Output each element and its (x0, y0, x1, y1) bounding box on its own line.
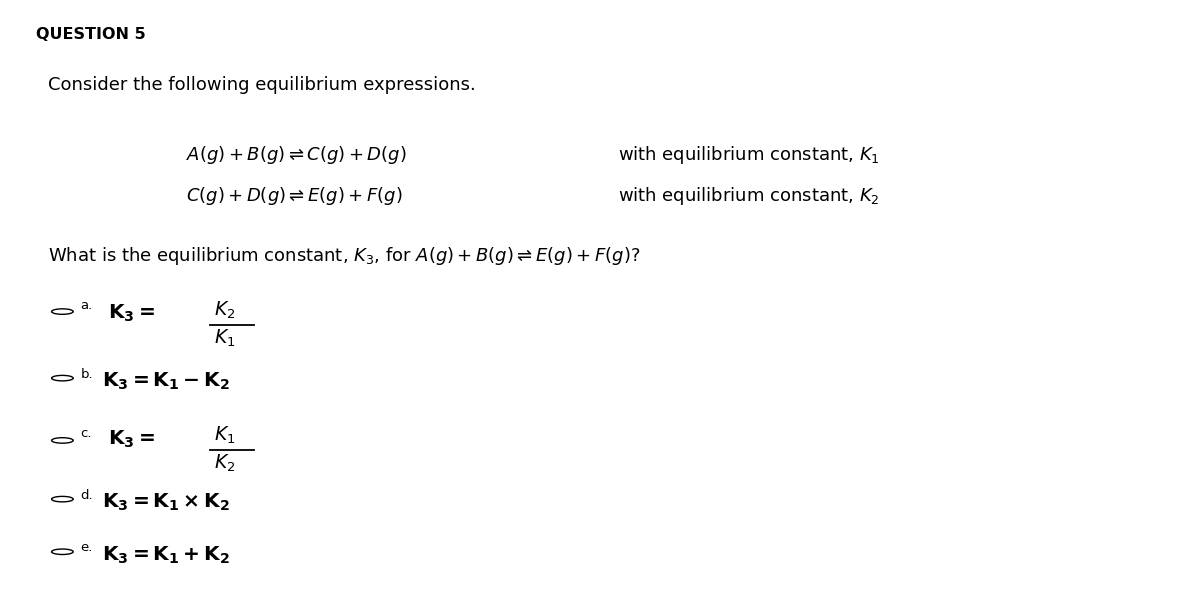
Text: b.: b. (80, 368, 94, 381)
Text: $K_2$: $K_2$ (214, 299, 235, 321)
Text: $C(g) + D(g) \rightleftharpoons E(g) + F(g)$: $C(g) + D(g) \rightleftharpoons E(g) + F… (186, 185, 403, 206)
Text: $\mathbf{K_3 = K_1 + K_2}$: $\mathbf{K_3 = K_1 + K_2}$ (102, 544, 230, 566)
Text: $\mathbf{K_3 = K_1 - K_2}$: $\mathbf{K_3 = K_1 - K_2}$ (102, 370, 230, 391)
Text: $A(g) + B(g) \rightleftharpoons C(g) + D(g)$: $A(g) + B(g) \rightleftharpoons C(g) + D… (186, 144, 407, 166)
Text: What is the equilibrium constant, $\mathit{K}_3$, for $A(g) + B(g) \rightlefthar: What is the equilibrium constant, $\math… (48, 245, 641, 267)
Text: $\mathbf{K_3 = K_1 \times K_2}$: $\mathbf{K_3 = K_1 \times K_2}$ (102, 491, 230, 512)
Text: QUESTION 5: QUESTION 5 (36, 27, 145, 42)
Text: $K_1$: $K_1$ (214, 425, 235, 446)
Text: a.: a. (80, 299, 92, 312)
Text: e.: e. (80, 541, 92, 554)
Text: with equilibrium constant, $\mathit{K}_2$: with equilibrium constant, $\mathit{K}_2… (618, 185, 880, 206)
Text: $\mathbf{K_3 = }$: $\mathbf{K_3 = }$ (108, 428, 155, 450)
Text: c.: c. (80, 427, 92, 439)
Text: Consider the following equilibrium expressions.: Consider the following equilibrium expre… (48, 76, 475, 94)
Text: $K_1$: $K_1$ (214, 328, 235, 349)
Text: with equilibrium constant, $\mathit{K}_1$: with equilibrium constant, $\mathit{K}_1… (618, 144, 880, 166)
Text: $\mathbf{K_3 = }$: $\mathbf{K_3 = }$ (108, 302, 155, 324)
Text: d.: d. (80, 489, 94, 502)
Text: $K_2$: $K_2$ (214, 453, 235, 474)
